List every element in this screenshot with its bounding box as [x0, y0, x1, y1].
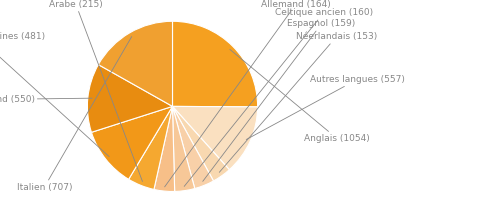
Wedge shape: [172, 106, 214, 189]
Wedge shape: [172, 106, 230, 181]
Text: Autres langues (557): Autres langues (557): [246, 75, 405, 140]
Text: Celtique ancien (160): Celtique ancien (160): [184, 8, 373, 186]
Text: Arabe (215): Arabe (215): [49, 0, 142, 181]
Wedge shape: [92, 106, 172, 179]
Text: Langues gallo-romaines (481): Langues gallo-romaines (481): [0, 32, 109, 157]
Wedge shape: [172, 106, 258, 170]
Text: Espagnol (159): Espagnol (159): [203, 19, 356, 181]
Text: Anglais (1054): Anglais (1054): [230, 49, 370, 143]
Text: Allemand (164): Allemand (164): [164, 0, 331, 187]
Wedge shape: [128, 106, 172, 189]
Wedge shape: [98, 21, 172, 106]
Text: Néerlandais (153): Néerlandais (153): [220, 32, 377, 172]
Wedge shape: [88, 65, 172, 132]
Wedge shape: [172, 21, 258, 107]
Wedge shape: [154, 106, 174, 191]
Text: Italien (707): Italien (707): [16, 37, 132, 192]
Text: Ancien allemand (550): Ancien allemand (550): [0, 95, 92, 104]
Wedge shape: [172, 106, 195, 191]
